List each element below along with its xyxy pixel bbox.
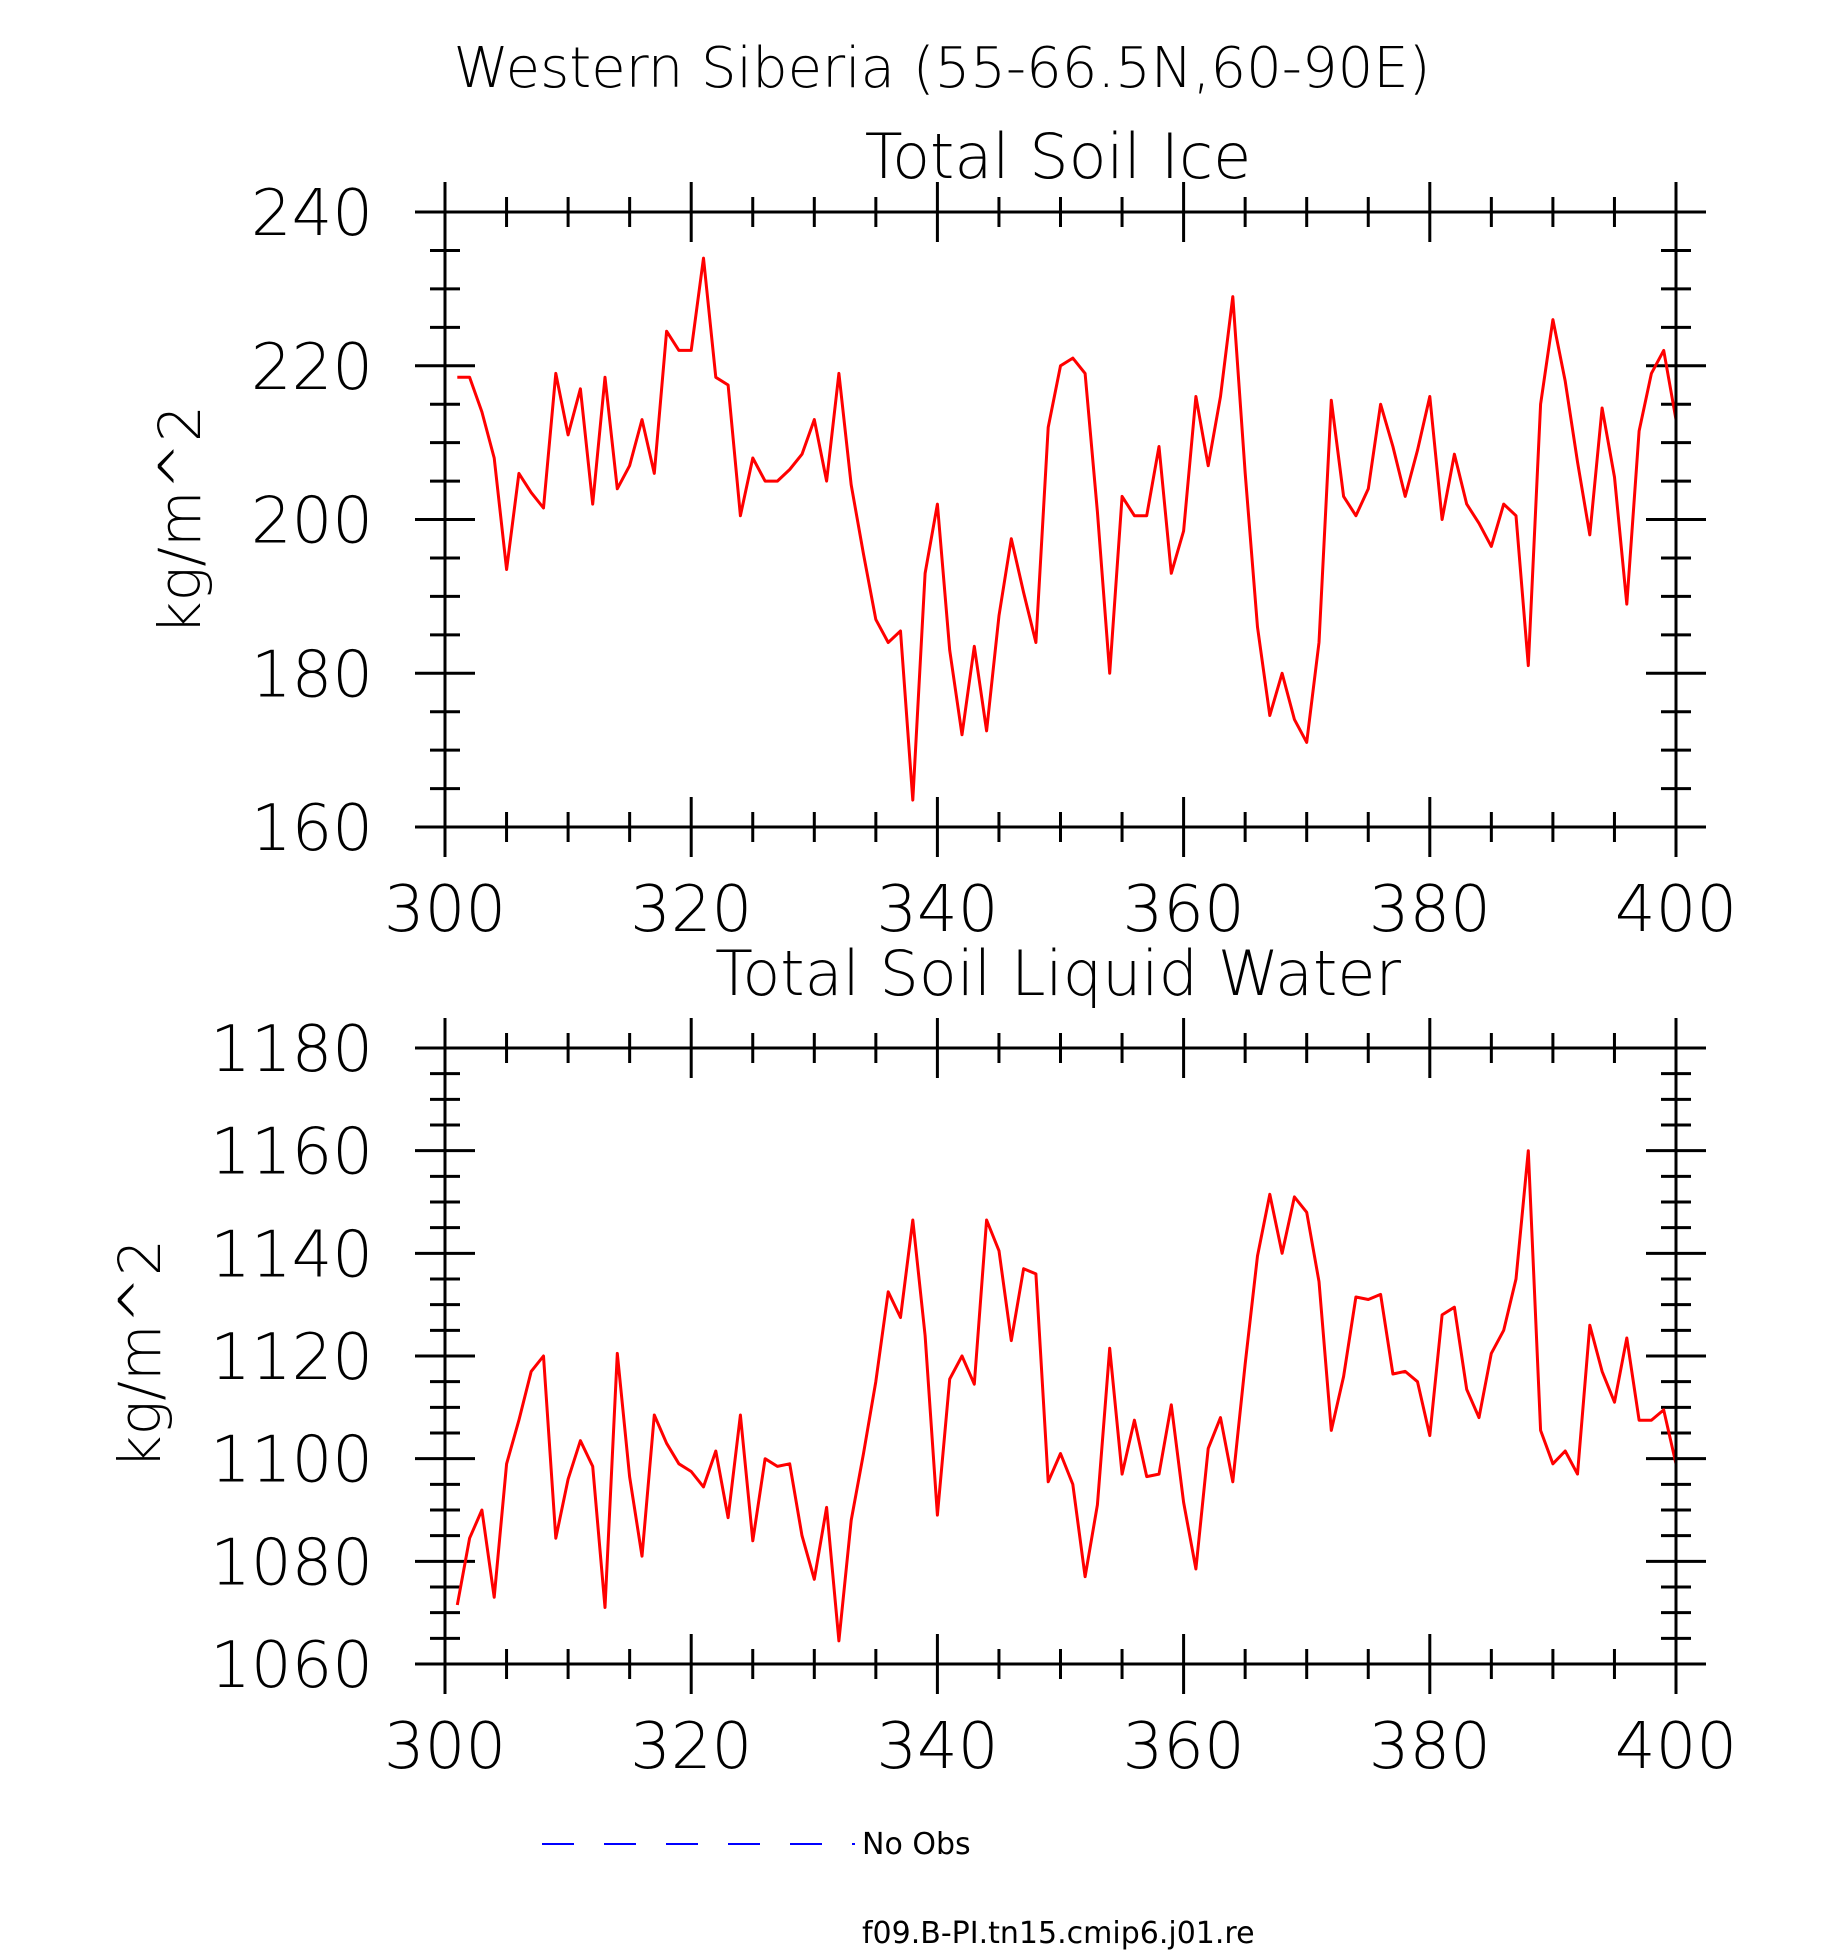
y-tick-label: 1120 <box>210 1321 373 1395</box>
x-tick-label: 400 <box>1615 1710 1737 1784</box>
x-tick-label: 360 <box>1123 1710 1245 1784</box>
plot-frame <box>443 210 1678 829</box>
y-tick-label: 1060 <box>210 1629 373 1703</box>
x-tick-label: 360 <box>1123 873 1245 947</box>
y-tick-label: 1100 <box>210 1424 373 1498</box>
series-group <box>455 1149 1678 1643</box>
y-tick-label: 180 <box>251 638 373 712</box>
panel-title: Total Soil Ice <box>865 120 1251 193</box>
axis-ticks: 300 320 340 360 380 400 160 180 200 220 240 <box>251 177 1737 947</box>
legend-label-model: f09.B-PI.tn15.cmip6.j01.re <box>862 1916 1255 1951</box>
x-tick-label: 380 <box>1369 873 1491 947</box>
legend-label-no-obs: No Obs <box>862 1827 971 1862</box>
series-group <box>457 256 1678 802</box>
series-line <box>457 256 1678 802</box>
plot-frame <box>443 1046 1678 1666</box>
x-tick-label: 380 <box>1369 1710 1491 1784</box>
x-tick-label: 320 <box>630 873 752 947</box>
legend: No Obs f09.B-PI.tn15.cmip6.j01.re <box>542 1827 1255 1951</box>
x-tick-label: 400 <box>1615 873 1737 947</box>
x-tick-label: 340 <box>876 1710 998 1784</box>
y-tick-label: 1080 <box>210 1526 373 1600</box>
axis-ticks: 300 320 340 360 380 400 1060 1080 1100 1120 1140 11… <box>210 1013 1737 1784</box>
soil-liquid-water-panel: Total Soil Liquid Water kg/m^2 300 320 340… <box>106 937 1737 1784</box>
y-tick-label: 220 <box>251 331 373 405</box>
x-tick-label: 300 <box>384 1710 506 1784</box>
y-tick-label: 200 <box>251 485 373 559</box>
y-tick-label: 240 <box>251 177 373 251</box>
y-tick-label: 160 <box>251 792 373 866</box>
series-line <box>455 1149 1678 1643</box>
y-axis-label: kg/m^2 <box>146 405 214 635</box>
y-tick-label: 1160 <box>210 1116 373 1190</box>
soil-ice-panel: Total Soil Ice kg/m^2 300 320 340 360 380 400… <box>146 120 1737 947</box>
y-tick-label: 1140 <box>210 1218 373 1292</box>
y-axis-label: kg/m^2 <box>106 1239 174 1469</box>
x-tick-label: 340 <box>876 873 998 947</box>
figure-title: Western Siberia (55-66.5N,60-90E) <box>454 36 1431 101</box>
x-tick-label: 300 <box>384 873 506 947</box>
x-tick-label: 320 <box>630 1710 752 1784</box>
panel-title: Total Soil Liquid Water <box>715 937 1401 1010</box>
y-tick-label: 1180 <box>210 1013 373 1087</box>
